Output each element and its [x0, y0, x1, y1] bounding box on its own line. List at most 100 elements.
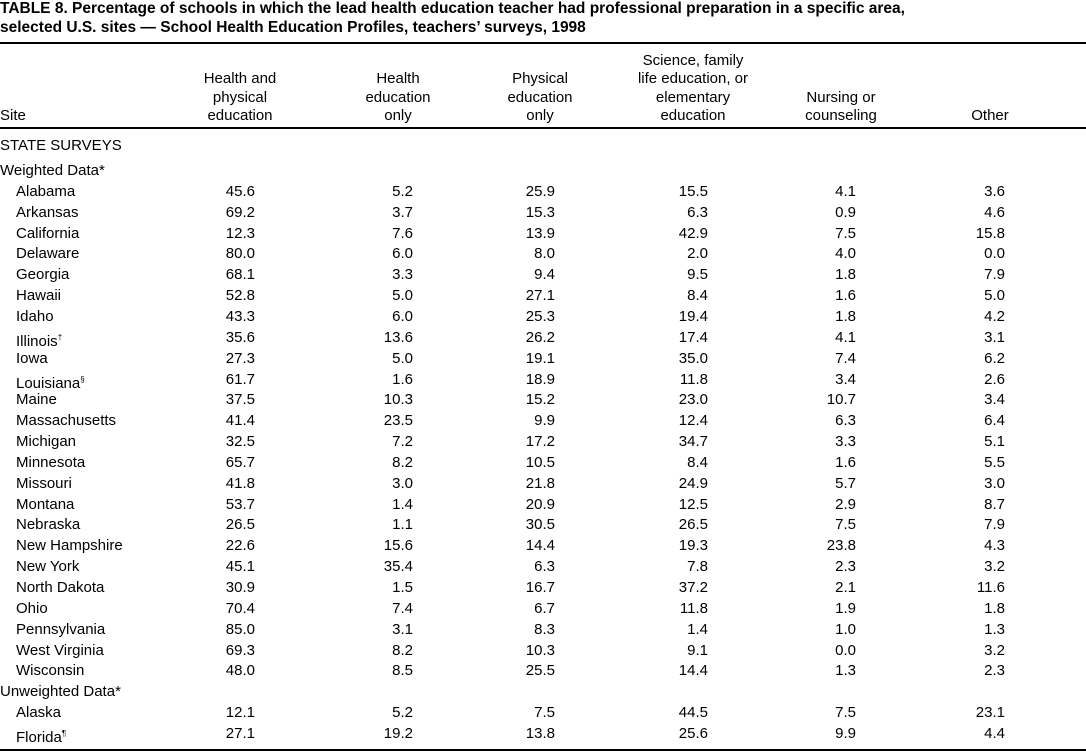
cell: 26.2 [525, 328, 555, 346]
site: Missouri [16, 474, 72, 492]
column-header: Nursing or [806, 88, 876, 106]
site: California [16, 224, 80, 242]
site: Florida¶ [16, 729, 67, 747]
cell: 65.7 [225, 453, 255, 471]
cell: 44.5 [678, 704, 708, 722]
site: New Hampshire [16, 537, 123, 555]
cell: 8.4 [687, 453, 708, 471]
site: West Virginia [16, 641, 104, 659]
column-header: physical [212, 88, 268, 106]
site: Michigan [16, 433, 77, 451]
cell: 1.3 [984, 620, 1005, 638]
cell: 26.5 [678, 516, 708, 534]
cell: 35.6 [225, 328, 255, 346]
column-header: Health and [203, 70, 277, 87]
cell: 9.4 [534, 266, 555, 284]
cell: 8.5 [392, 662, 413, 680]
cell: 23.0 [678, 391, 708, 409]
site: Illinois† [16, 332, 63, 350]
cell: 11.8 [679, 370, 708, 388]
cell: 19.2 [383, 725, 413, 743]
column-header: Physical [512, 70, 568, 87]
site: Delaware [16, 245, 80, 263]
cell: 22.6 [225, 537, 255, 555]
cell: 6.0 [392, 245, 413, 263]
cell: 48.0 [225, 662, 255, 680]
cell: 6.7 [534, 599, 555, 617]
cell: 18.9 [525, 370, 555, 388]
cell: 2.3 [984, 662, 1005, 680]
cell: 3.3 [835, 433, 856, 451]
cell: 8.0 [534, 245, 555, 263]
cell: 37.5 [225, 391, 255, 409]
cell: 32.5 [225, 433, 255, 451]
column-header: Science, family [642, 51, 744, 69]
cell: 7.5 [534, 704, 555, 722]
cell: 3.0 [984, 474, 1005, 492]
cell: 35.4 [383, 558, 413, 576]
column-header: elementary [655, 88, 731, 106]
cell: 1.4 [687, 620, 708, 638]
cell: 7.5 [835, 224, 856, 242]
cell: 13.6 [383, 328, 413, 346]
cell: 5.0 [984, 287, 1005, 305]
cell: 4.1 [835, 182, 856, 200]
cell: 23.1 [975, 704, 1005, 722]
cell: 7.8 [687, 558, 708, 576]
cell: 1.6 [835, 287, 856, 305]
cell: 35.0 [678, 349, 708, 367]
cell: 3.4 [984, 391, 1005, 409]
cell: 25.9 [525, 182, 555, 200]
site: Idaho [16, 307, 54, 325]
cell: 12.4 [678, 412, 708, 430]
cell: 1.1 [392, 516, 413, 534]
cell: 13.8 [525, 725, 555, 743]
cell: 23.5 [383, 412, 413, 430]
cell: 85.0 [225, 620, 255, 638]
cell: 14.4 [678, 662, 708, 680]
cell: 5.0 [392, 349, 413, 367]
cell: 5.0 [392, 287, 413, 305]
cell: 1.4 [392, 495, 413, 513]
cell: 3.4 [835, 370, 856, 388]
cell: 8.3 [534, 620, 555, 638]
cell: 15.3 [525, 203, 555, 221]
cell: 9.9 [534, 412, 555, 430]
footnote-mark: § [80, 374, 85, 384]
group-label: Unweighted Data* [0, 683, 121, 701]
cell: 5.2 [392, 704, 413, 722]
cell: 10.3 [383, 391, 413, 409]
rule [0, 42, 1086, 44]
rule [0, 127, 1086, 129]
cell: 23.8 [826, 537, 856, 555]
cell: 25.3 [525, 307, 555, 325]
cell: 2.0 [687, 245, 708, 263]
cell: 69.2 [225, 203, 255, 221]
cell: 5.7 [835, 474, 856, 492]
cell: 2.9 [835, 495, 856, 513]
footnote-mark: † [57, 332, 63, 342]
cell: 41.8 [225, 474, 255, 492]
cell: 15.5 [678, 182, 708, 200]
cell: 1.8 [835, 307, 856, 325]
cell: 15.6 [383, 537, 413, 555]
cell: 4.4 [984, 725, 1005, 743]
cell: 7.9 [984, 266, 1005, 284]
title: TABLE 8. Percentage of schools in which … [0, 0, 905, 17]
cell: 53.7 [225, 495, 255, 513]
cell: 2.1 [835, 579, 856, 596]
site: Arkansas [16, 203, 79, 221]
cell: 27.3 [225, 349, 255, 367]
site: Louisiana§ [16, 374, 85, 392]
cell: 43.3 [225, 307, 255, 325]
cell: 45.1 [225, 558, 255, 576]
cell: 9.5 [687, 266, 708, 284]
cell: 6.3 [835, 412, 856, 430]
cell: 27.1 [525, 287, 555, 305]
cell: 6.3 [687, 203, 708, 221]
cell: 30.9 [225, 579, 255, 596]
group-label: Weighted Data* [0, 162, 105, 179]
cell: 17.4 [678, 328, 708, 346]
section-heading: STATE SURVEYS [0, 137, 122, 154]
site: Nebraska [16, 516, 81, 534]
